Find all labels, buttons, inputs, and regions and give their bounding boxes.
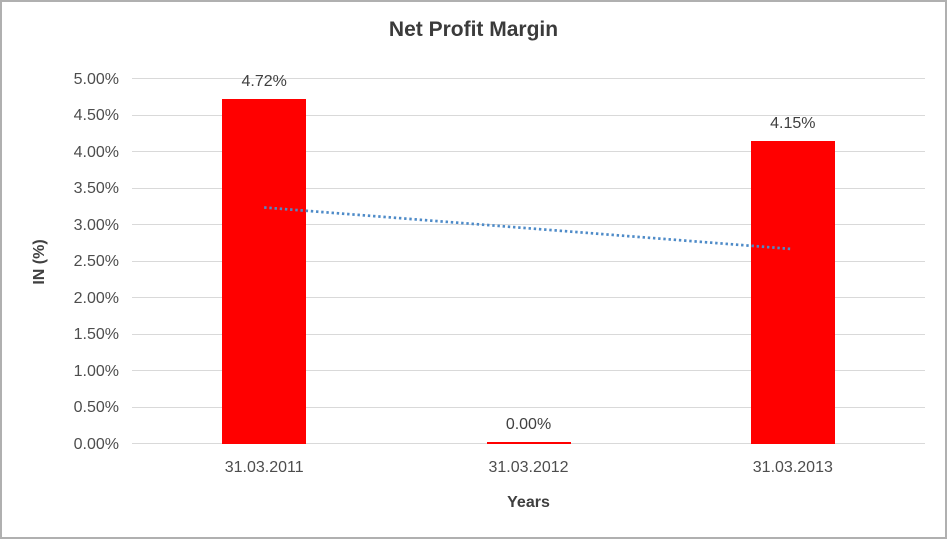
y-tick-label: 4.00% bbox=[73, 143, 119, 161]
chart-title: Net Profit Margin bbox=[388, 18, 559, 41]
bar-31.03.2012 bbox=[486, 442, 571, 444]
x-tick-label: 31.03.2012 bbox=[488, 459, 569, 476]
gridline bbox=[132, 297, 925, 298]
gridline bbox=[132, 406, 925, 408]
x-tick-label: 31.03.2011 bbox=[224, 459, 304, 476]
y-tick-label: 1.00% bbox=[73, 362, 119, 380]
data-label: 4.72% bbox=[241, 73, 287, 90]
gridline bbox=[132, 187, 925, 189]
gridline bbox=[132, 78, 925, 79]
data-label: 4.15% bbox=[770, 115, 816, 132]
gridline bbox=[132, 370, 925, 371]
y-tick-label: 0.00% bbox=[73, 435, 119, 453]
x-tick-label: 31.03.2013 bbox=[752, 459, 833, 476]
y-tick-label: 2.50% bbox=[73, 253, 119, 270]
y-tick-label: 2.00% bbox=[73, 289, 119, 307]
gridline bbox=[132, 114, 925, 116]
gridline bbox=[132, 260, 925, 262]
bar-31.03.2011 bbox=[222, 99, 307, 444]
y-tick-label: 5.00% bbox=[73, 70, 119, 88]
x-axis-title: Years bbox=[507, 494, 550, 511]
trendline bbox=[264, 206, 793, 251]
trendline-dotted bbox=[264, 206, 793, 251]
y-tick-label: 4.50% bbox=[73, 107, 119, 124]
gridline bbox=[132, 224, 925, 225]
y-tick-label: 3.00% bbox=[73, 216, 119, 234]
y-tick-label: 0.50% bbox=[73, 399, 119, 416]
y-tick-label: 3.50% bbox=[73, 180, 119, 197]
data-label: 0.00% bbox=[505, 416, 552, 433]
y-tick-label: 1.50% bbox=[73, 326, 119, 343]
gridline bbox=[132, 151, 925, 152]
plot-area: 4.72% 0.00% 4.15% bbox=[132, 73, 925, 444]
bar-31.03.2013 bbox=[750, 141, 835, 444]
gridline bbox=[132, 333, 925, 335]
